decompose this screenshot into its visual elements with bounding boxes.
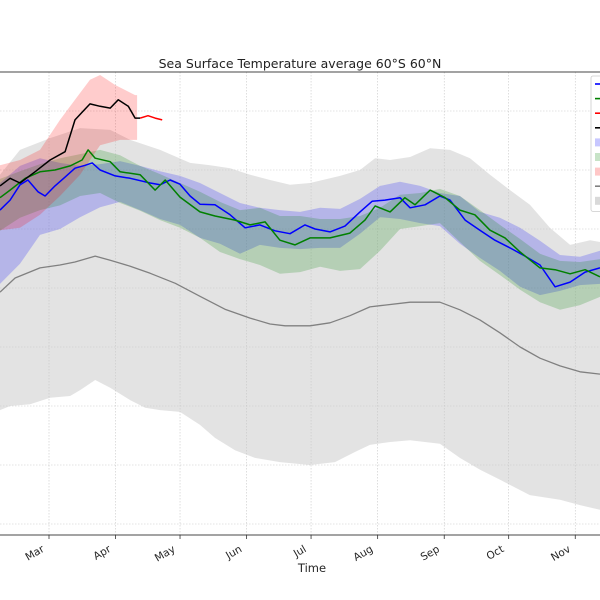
axes-frame [0, 71, 600, 536]
x-tick-label: Jun [223, 543, 244, 562]
grey-range-band [0, 128, 600, 510]
x-tick-label: Sep [419, 543, 442, 563]
bands [0, 75, 600, 510]
series-lines [0, 99, 600, 375]
chart-title: Sea Surface Temperature average 60°S 60°… [159, 56, 442, 71]
red-range-band [0, 75, 138, 231]
x-tick-label: Oct [484, 543, 506, 562]
legend-box [590, 75, 600, 212]
x-tick-label: May [153, 543, 178, 564]
legend-band-handle [595, 196, 600, 205]
legend-band-handle [595, 153, 600, 161]
legend-band-handle [595, 138, 600, 147]
blue-range-band [0, 158, 600, 296]
x-tick-label: Mar [23, 543, 47, 564]
red-line [139, 114, 163, 121]
x-tick-label: Apr [91, 543, 113, 563]
blue-line [0, 162, 600, 288]
x-tick-label: Aug [351, 543, 375, 564]
green-line [0, 149, 600, 278]
black-line [0, 99, 141, 187]
green-range-band [0, 149, 600, 310]
legend [590, 75, 600, 212]
legend-band-handle [595, 167, 600, 176]
grey-mean [0, 255, 600, 375]
x-axis-label: Time [297, 561, 326, 575]
x-tick-label: Nov [549, 543, 573, 564]
x-tick-label: Jul [291, 543, 309, 560]
